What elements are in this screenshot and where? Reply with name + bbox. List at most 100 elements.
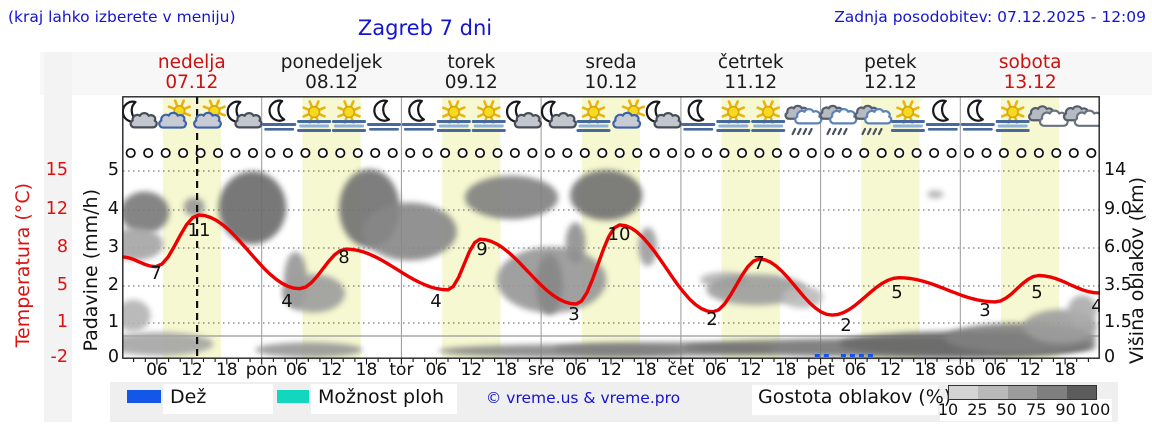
x-axis-day: pon — [245, 360, 278, 380]
svg-text:9: 9 — [476, 239, 487, 260]
axis-tick-value: 6.0 — [1104, 237, 1132, 257]
axis-tick-value: 2 — [107, 275, 119, 295]
day-date: 11.12 — [724, 72, 778, 93]
sun-cloud-icon — [158, 99, 192, 129]
density-tick: 90 — [1055, 400, 1076, 419]
copyright-link[interactable]: © vreme.us & vreme.pro — [485, 389, 681, 407]
x-axis-hour: 18 — [774, 360, 797, 380]
svg-text:2: 2 — [840, 315, 851, 336]
sun-fog-icon — [576, 100, 611, 132]
density-tick: 100 — [1079, 400, 1111, 419]
x-axis-day: čet — [667, 360, 695, 380]
axis-tick-value: 3.5 — [1104, 275, 1132, 295]
svg-text:4: 4 — [281, 291, 292, 312]
x-axis-day: sob — [945, 360, 976, 380]
sun-fog-icon — [995, 100, 1030, 132]
axis-tick-value: 14 — [1104, 160, 1127, 180]
svg-text:5: 5 — [1031, 282, 1042, 303]
sun-fog-icon — [751, 100, 786, 132]
day-name: četrtek — [717, 52, 784, 73]
axis-tick-value: 0 — [107, 347, 119, 367]
svg-text:11: 11 — [188, 220, 211, 241]
axis-tick-value: -2 — [50, 347, 68, 367]
cloud-drizzle-icon — [819, 104, 858, 136]
x-axis-hour: 12 — [600, 360, 622, 380]
cloud-drizzle-icon — [854, 104, 893, 136]
sun-fog-icon — [297, 100, 332, 132]
axis-tick-value: 9.0 — [1104, 199, 1132, 219]
svg-text:7: 7 — [753, 253, 764, 274]
legend-box — [163, 384, 273, 414]
density-scale-bar — [948, 385, 1097, 400]
sun-fog-icon — [890, 100, 925, 132]
moon-cloud-icon — [226, 100, 263, 129]
x-axis-hour: 06 — [844, 360, 867, 380]
x-axis-hour: 12 — [460, 360, 483, 380]
axis-tick-value: 12 — [45, 199, 68, 219]
rain-label: Dež — [170, 386, 207, 408]
density-tick: 75 — [1026, 400, 1047, 419]
x-axis-hour: 06 — [565, 360, 587, 380]
sun-fog-icon — [332, 100, 366, 132]
day-header-sobota: sobota 13.12 — [960, 53, 1100, 93]
moon-fog-icon — [401, 99, 436, 131]
last-update: Zadnja posodobitev: 07.12.2025 - 12:09 — [834, 8, 1146, 26]
clouds-icon — [1028, 105, 1069, 127]
density-segment — [949, 386, 979, 399]
svg-text:2: 2 — [706, 309, 717, 330]
moon-fog-icon — [262, 99, 297, 131]
svg-text:4: 4 — [1091, 296, 1100, 317]
day-header-torek: torek 09.12 — [401, 53, 541, 93]
page-title: Zagreb 7 dni — [357, 16, 493, 40]
svg-text:3: 3 — [568, 304, 579, 325]
x-axis-hour: 12 — [739, 360, 762, 380]
moon-fog-icon — [681, 99, 716, 131]
sun-cloud-icon — [612, 99, 646, 129]
day-date: 12.12 — [863, 72, 917, 93]
density-tick: 50 — [996, 400, 1017, 419]
showers-label: Možnost ploh — [318, 386, 445, 408]
day-name: petek — [864, 52, 917, 73]
x-axis-day: tor — [389, 360, 414, 380]
svg-text:10: 10 — [608, 224, 631, 245]
menu-hint: (kraj lahko izberete v meniju) — [8, 8, 236, 26]
day-date: 07.12 — [165, 72, 219, 93]
day-name: sreda — [585, 52, 637, 73]
density-tick: 10 — [937, 400, 959, 419]
showers-swatch — [277, 390, 309, 403]
density-tick: 25 — [967, 400, 988, 419]
axis-tick-value: 1 — [107, 312, 119, 332]
x-axis-hour: 06 — [425, 360, 448, 380]
cloud-density-label: Gostota oblakov (%) — [758, 386, 952, 408]
axis-tick-value: 5 — [107, 160, 119, 180]
day-header-ponedeljek: ponedeljek 08.12 — [262, 53, 402, 93]
axis-tick-value: 3 — [107, 237, 119, 257]
sun-fog-icon — [716, 100, 751, 132]
day-name: torek — [447, 52, 496, 73]
day-header-sreda: sreda 10.12 — [541, 53, 681, 93]
day-date: 09.12 — [444, 72, 498, 93]
day-header-petek: petek 12.12 — [821, 53, 961, 93]
day-header-četrtek: četrtek 11.12 — [681, 53, 821, 93]
day-date: 13.12 — [1003, 72, 1057, 93]
day-header-nedelja: nedelja 07.12 — [122, 53, 262, 93]
density-segment — [1007, 386, 1038, 399]
svg-text:4: 4 — [430, 291, 441, 312]
svg-text:3: 3 — [979, 300, 990, 321]
axis-tick-value: 8 — [56, 237, 68, 257]
x-axis-day: sre — [528, 360, 555, 380]
axis-tick-value: 0 — [1104, 347, 1116, 367]
day-date: 08.12 — [305, 72, 359, 93]
day-name: nedelja — [157, 52, 226, 73]
clouds-icon — [1062, 105, 1100, 127]
axis-tick-value: 1.5 — [1104, 312, 1132, 332]
day-date: 10.12 — [584, 72, 638, 93]
x-axis-hour: 18 — [495, 360, 518, 380]
x-axis-hour: 06 — [285, 360, 308, 380]
moon-cloud-icon — [645, 100, 682, 129]
x-axis-hour: 18 — [635, 360, 657, 380]
sun-cloud-icon — [193, 99, 227, 129]
day-header-band — [40, 52, 1152, 95]
legend-box — [311, 384, 457, 414]
